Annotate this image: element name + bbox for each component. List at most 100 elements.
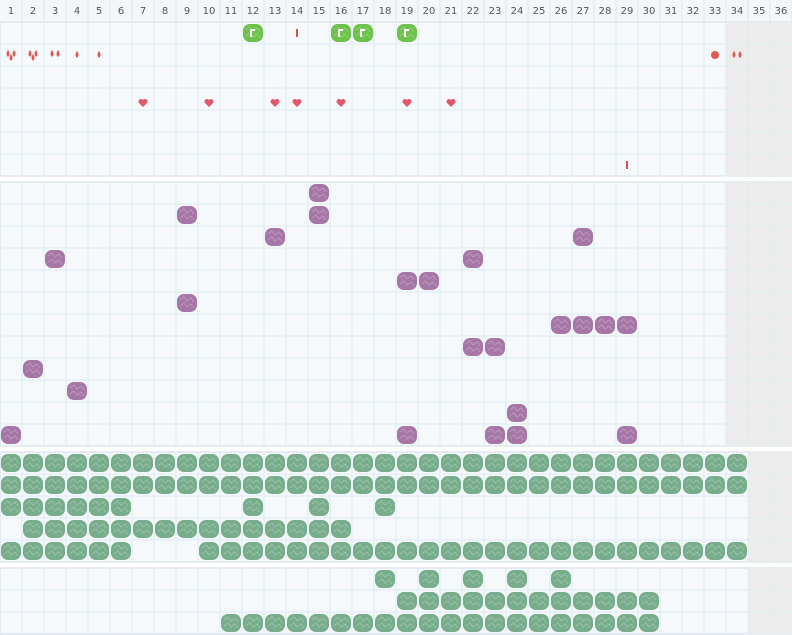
green-item-texture [333, 544, 349, 557]
purple-item-shape [177, 206, 197, 224]
green-item [1, 542, 21, 560]
green-item-texture [25, 544, 41, 557]
green-item [177, 520, 197, 538]
green-item-texture [135, 478, 151, 491]
green-item [155, 476, 175, 494]
green-item-texture [421, 456, 437, 469]
green-item-texture [289, 522, 305, 535]
purple-item-shape [485, 426, 505, 444]
section-shade [726, 22, 792, 176]
column-label: 31 [665, 6, 678, 17]
green-item [485, 454, 505, 472]
green-item [111, 454, 131, 472]
green-item [595, 476, 615, 494]
green-item-texture [377, 456, 393, 469]
green-item [705, 476, 725, 494]
green-item-shape [287, 614, 307, 632]
green-item-shape [419, 454, 439, 472]
green-item-shape [551, 454, 571, 472]
green-item [683, 476, 703, 494]
green-item [727, 542, 747, 560]
green-item-shape [287, 454, 307, 472]
green-item-texture [421, 544, 437, 557]
green-item-shape [573, 476, 593, 494]
green-item [331, 454, 351, 472]
green-item [375, 476, 395, 494]
green-item-texture [597, 594, 613, 607]
purple-item [397, 426, 417, 444]
green-item-texture [685, 478, 701, 491]
green-item [221, 614, 241, 632]
green-item-shape [441, 454, 461, 472]
green-item-texture [619, 478, 635, 491]
green-item-shape [45, 476, 65, 494]
green-item-texture [663, 478, 679, 491]
green-item [397, 542, 417, 560]
green-item-texture [619, 456, 635, 469]
green-item-texture [69, 500, 85, 513]
purple-item-shape [617, 426, 637, 444]
green-item [375, 542, 395, 560]
purple-item-texture [509, 406, 525, 419]
purple-item-texture [487, 428, 503, 441]
green-item-texture [157, 478, 173, 491]
green-item-texture [69, 478, 85, 491]
green-item-shape [309, 520, 329, 538]
heart-icon [204, 98, 214, 107]
green-item [639, 476, 659, 494]
green-badge-shape [397, 24, 417, 42]
green-item-texture [553, 456, 569, 469]
green-item [177, 476, 197, 494]
purple-item-texture [69, 384, 85, 397]
green-item-shape [287, 476, 307, 494]
drop-icon [9, 54, 13, 61]
green-item [23, 476, 43, 494]
green-item-shape [375, 498, 395, 516]
green-item [617, 614, 637, 632]
green-item-texture [377, 500, 393, 513]
purple-item-shape [67, 382, 87, 400]
purple-item [419, 272, 439, 290]
green-item-texture [575, 456, 591, 469]
green-item-shape [485, 454, 505, 472]
green-item [573, 614, 593, 632]
green-item [243, 498, 263, 516]
green-item-shape [243, 498, 263, 516]
green-item-texture [267, 544, 283, 557]
green-item-texture [91, 522, 107, 535]
green-item [23, 454, 43, 472]
green-item-texture [311, 522, 327, 535]
column-label: 3 [52, 6, 58, 17]
green-item-shape [89, 476, 109, 494]
green-item-texture [377, 544, 393, 557]
green-item-texture [201, 478, 217, 491]
purple-item [551, 316, 571, 334]
green-item-texture [597, 544, 613, 557]
green-item-shape [265, 454, 285, 472]
green-item-shape [573, 592, 593, 610]
green-item [45, 498, 65, 516]
green-item-shape [441, 614, 461, 632]
drop-icon [31, 54, 35, 61]
green-item-texture [47, 522, 63, 535]
green-item-texture [377, 478, 393, 491]
purple-item [265, 228, 285, 246]
column-label: 11 [225, 6, 238, 17]
purple-item-shape [309, 206, 329, 224]
green-item-texture [311, 456, 327, 469]
purple-item [463, 250, 483, 268]
green-item [485, 592, 505, 610]
drop-icon [6, 50, 10, 57]
purple-item-texture [575, 230, 591, 243]
green-item-texture [355, 478, 371, 491]
green-badge-shape [331, 24, 351, 42]
green-item-texture [575, 544, 591, 557]
green-item-shape [111, 542, 131, 560]
green-item-shape [89, 542, 109, 560]
green-item-texture [69, 544, 85, 557]
green-item [595, 454, 615, 472]
green-item-texture [575, 478, 591, 491]
green-item [331, 542, 351, 560]
green-item-texture [333, 616, 349, 629]
